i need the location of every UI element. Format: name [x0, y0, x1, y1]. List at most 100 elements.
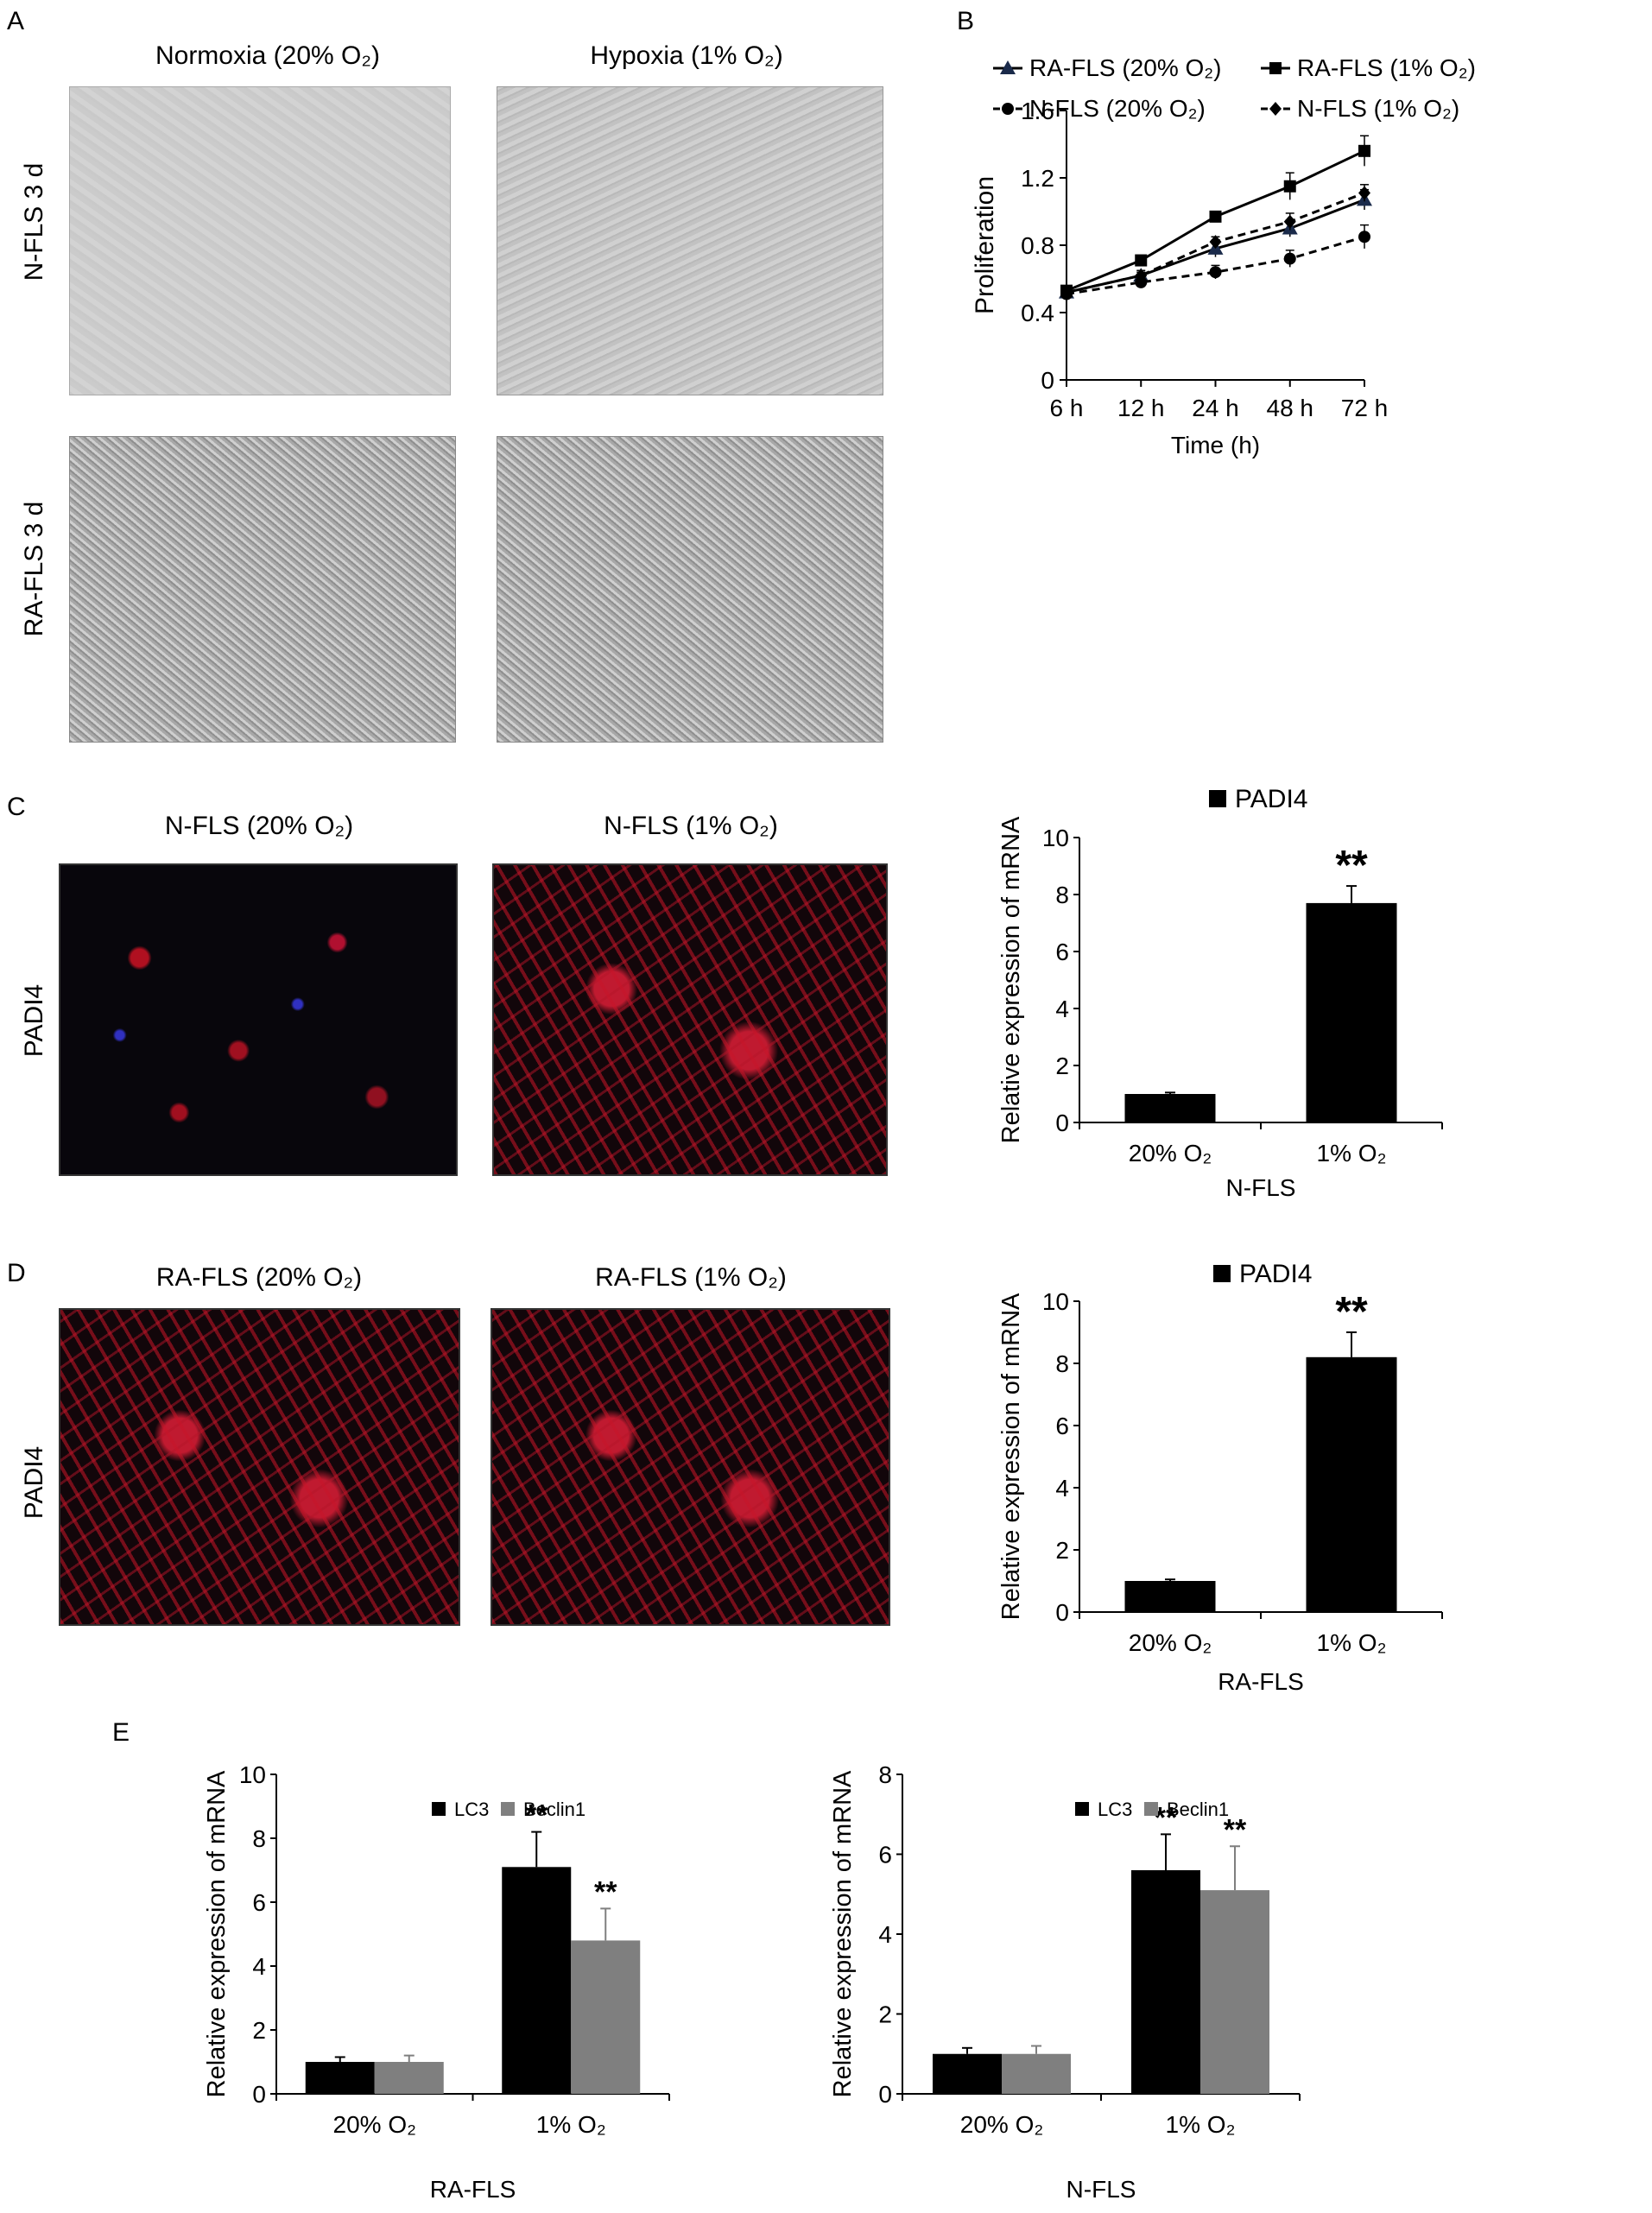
bar	[374, 2062, 444, 2094]
fluorescence-nfls-hypoxia	[492, 863, 888, 1176]
bar	[305, 2062, 375, 2094]
chart-b-proliferation: 0 0.4 0.8 1.2 1.6 6 h 12 h 24 h 48 h 72 h Time (h)…	[971, 54, 1476, 458]
x-tick-label: 1% O₂	[1317, 1140, 1387, 1167]
x-axis-label: N-FLS	[1226, 1174, 1296, 1201]
legend-marker	[1000, 60, 1016, 74]
significance-label: **	[1335, 1289, 1368, 1335]
col-label-rafls-20: RA-FLS (20% O₂)	[155, 1263, 363, 1292]
x-tick-label: 20% O₂	[1129, 1140, 1212, 1167]
legend-label: N-FLS (20% O₂)	[1029, 95, 1206, 122]
y-tick-label: 0.8	[1021, 232, 1054, 259]
legend-marker	[1269, 62, 1282, 74]
row-label-padi4-c: PADI4	[20, 983, 48, 1058]
bar	[1306, 1356, 1397, 1612]
legend-label: PADI4	[1235, 785, 1307, 813]
bar	[1124, 1094, 1216, 1122]
fluorescence-nfls-normoxia	[59, 863, 458, 1176]
legend-marker	[1269, 102, 1282, 116]
y-tick-label: 6	[878, 1842, 892, 1868]
fluorescence-rafls-hypoxia	[491, 1308, 890, 1626]
significance-label: **	[1155, 1801, 1178, 1834]
bar	[571, 1940, 641, 2094]
data-point	[1135, 254, 1148, 267]
data-point	[1209, 235, 1222, 250]
x-tick-label: 1% O₂	[536, 2111, 606, 2138]
chart-e1-rafls: 0 2 4 6 8 10 20% O₂ 1% O₂ RA-FLS Relative express…	[203, 1761, 670, 2203]
legend-swatch	[1213, 1265, 1231, 1282]
y-axis-label: Relative expression of mRNA	[203, 1770, 231, 2097]
bar	[1200, 1890, 1269, 2094]
row-label-padi4-d: PADI4	[20, 1445, 48, 1520]
y-tick-label: 0	[1041, 367, 1054, 394]
x-axis-label: RA-FLS	[430, 2176, 516, 2203]
x-axis-label: Time (h)	[1171, 432, 1260, 458]
y-tick-label: 2	[1055, 1053, 1069, 1079]
y-tick-label: 0	[1055, 1599, 1069, 1626]
bar	[502, 1867, 572, 2094]
y-tick-label: 6	[1055, 1413, 1069, 1439]
data-point	[1283, 180, 1296, 193]
significance-label: **	[594, 1875, 617, 1908]
panel-letter-d: D	[7, 1259, 26, 1287]
col-label-nfls-20: N-FLS (20% O₂)	[164, 812, 354, 840]
data-point	[1358, 231, 1370, 243]
y-tick-label: 8	[1055, 882, 1069, 908]
bar	[1002, 2053, 1071, 2094]
chart-c-padi4: 0 2 4 6 8 10 20% O₂ 1% O₂ N-FLS Relative expressi…	[997, 785, 1443, 1201]
panel-letter-c: C	[7, 793, 26, 821]
bar	[1306, 902, 1397, 1122]
micrograph-nfls-hypoxia	[497, 86, 883, 395]
legend-swatch	[1209, 790, 1226, 807]
legend-label: Beclin1	[523, 1799, 585, 1820]
legend-label: Beclin1	[1167, 1799, 1229, 1820]
significance-label: **	[1224, 1813, 1247, 1846]
x-tick-label: 1% O₂	[1166, 2111, 1236, 2138]
y-tick-label: 2	[252, 2017, 266, 2044]
y-tick-label: 2	[1055, 1537, 1069, 1564]
y-axis-label: Relative expression of mRNA	[829, 1770, 857, 2097]
micrograph-rafls-normoxia	[69, 436, 456, 743]
data-point	[1135, 269, 1148, 283]
legend-swatch	[1075, 1802, 1089, 1816]
x-tick-label: 12 h	[1117, 395, 1165, 421]
x-tick-label: 20% O₂	[960, 2111, 1043, 2138]
x-tick-label: 20% O₂	[333, 2111, 416, 2138]
y-axis-label: Relative expression of mRNA	[997, 1293, 1025, 1620]
legend-swatch	[501, 1802, 515, 1816]
bar	[933, 2053, 1002, 2094]
y-axis-label: Relative expression of mRNA	[997, 816, 1025, 1143]
fluorescence-rafls-normoxia	[59, 1308, 460, 1626]
chart-e2-nfls: 0 2 4 6 8 20% O₂ 1% O₂ N-FLS Relative expression…	[829, 1761, 1301, 2203]
x-tick-label: 1% O₂	[1317, 1629, 1387, 1656]
x-tick-label: 72 h	[1341, 395, 1389, 421]
data-point	[1209, 266, 1222, 279]
y-tick-label: 0	[1055, 1110, 1069, 1136]
panel-letter-b: B	[957, 7, 975, 35]
y-tick-label: 8	[1055, 1350, 1069, 1377]
chart-d-padi4: 0 2 4 6 8 10 20% O₂ 1% O₂ RA-FLS Relative express…	[997, 1260, 1443, 1695]
y-tick-label: 4	[252, 1953, 266, 1980]
legend-marker	[1002, 103, 1014, 115]
y-tick-label: 0.4	[1021, 300, 1054, 326]
significance-label: **	[525, 1799, 548, 1832]
legend-label: RA-FLS (1% O₂)	[1297, 54, 1476, 81]
y-tick-label: 4	[1055, 996, 1069, 1022]
legend-label: PADI4	[1239, 1260, 1312, 1288]
data-point	[1283, 214, 1296, 229]
legend-label: RA-FLS (20% O₂)	[1029, 54, 1221, 81]
data-point	[1060, 285, 1073, 300]
y-tick-label: 4	[1055, 1475, 1069, 1502]
micrograph-nfls-normoxia	[69, 86, 451, 395]
x-tick-label: 24 h	[1192, 395, 1239, 421]
y-axis-label: Proliferation	[971, 176, 999, 314]
col-label-hypoxia: Hypoxia (1% O₂)	[590, 41, 783, 70]
col-label-nfls-1: N-FLS (1% O₂)	[604, 812, 778, 840]
data-point	[1209, 210, 1222, 223]
y-tick-label: 1.2	[1021, 165, 1054, 192]
legend-label: LC3	[1098, 1799, 1132, 1820]
x-axis-label: N-FLS	[1067, 2176, 1136, 2203]
legend-swatch	[432, 1802, 446, 1816]
bar	[1124, 1581, 1216, 1612]
x-tick-label: 48 h	[1267, 395, 1314, 421]
y-tick-label: 10	[1042, 825, 1069, 851]
